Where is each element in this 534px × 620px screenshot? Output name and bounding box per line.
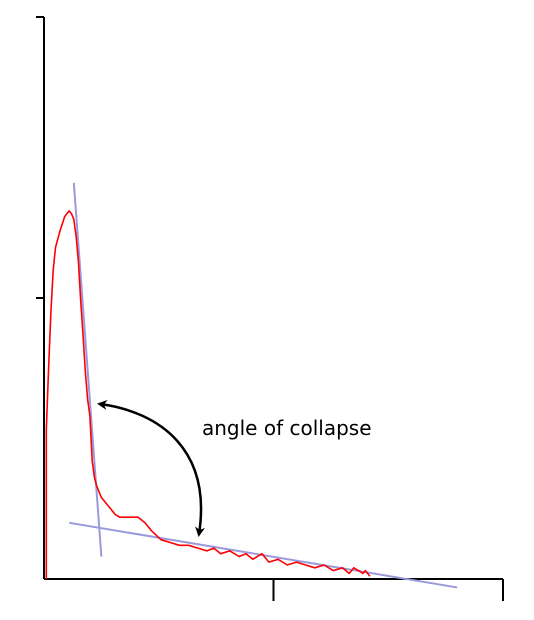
reference-lines bbox=[69, 182, 458, 589]
reference-line-1 bbox=[72, 182, 103, 557]
series-layer bbox=[45, 210, 371, 579]
angle-arrow bbox=[97, 399, 206, 537]
series-line-1 bbox=[45, 210, 371, 579]
annotation-text: angle of collapse bbox=[202, 416, 372, 440]
axes bbox=[36, 16, 504, 601]
